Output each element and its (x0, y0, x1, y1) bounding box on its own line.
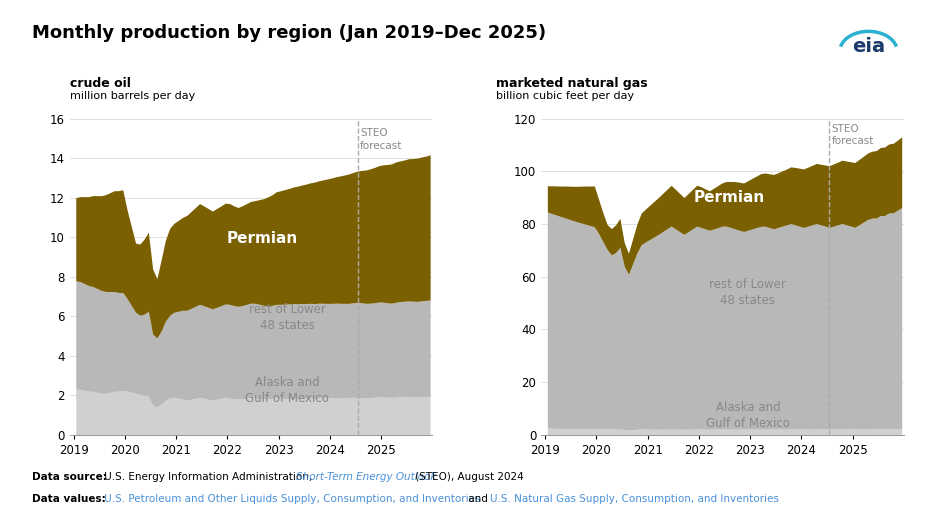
Text: U.S. Energy Information Administration,: U.S. Energy Information Administration, (101, 472, 315, 482)
Text: Short-Term Energy Outlook: Short-Term Energy Outlook (296, 472, 436, 482)
Text: Data source:: Data source: (32, 472, 108, 482)
Text: STEO
forecast: STEO forecast (832, 124, 874, 147)
Text: Permian: Permian (226, 231, 298, 246)
Text: (STEO), August 2024: (STEO), August 2024 (412, 472, 524, 482)
Text: marketed natural gas: marketed natural gas (496, 76, 648, 90)
Text: Permian: Permian (694, 190, 766, 205)
Text: Data values:: Data values: (32, 494, 107, 504)
Text: eia: eia (852, 37, 885, 56)
Text: Alaska and
Gulf of Mexico: Alaska and Gulf of Mexico (705, 401, 790, 431)
Text: rest of Lower
48 states: rest of Lower 48 states (248, 303, 325, 333)
Text: rest of Lower
48 states: rest of Lower 48 states (709, 278, 786, 307)
Text: million barrels per day: million barrels per day (70, 91, 195, 101)
Text: Monthly production by region (Jan 2019–Dec 2025): Monthly production by region (Jan 2019–D… (32, 24, 547, 42)
Text: Alaska and
Gulf of Mexico: Alaska and Gulf of Mexico (246, 376, 329, 405)
Text: and: and (465, 494, 491, 504)
Text: crude oil: crude oil (70, 76, 131, 90)
Text: U.S. Natural Gas Supply, Consumption, and Inventories: U.S. Natural Gas Supply, Consumption, an… (490, 494, 780, 504)
Text: STEO
forecast: STEO forecast (360, 129, 402, 151)
Text: U.S. Petroleum and Other Liquids Supply, Consumption, and Inventories: U.S. Petroleum and Other Liquids Supply,… (101, 494, 480, 504)
Text: billion cubic feet per day: billion cubic feet per day (496, 91, 634, 101)
